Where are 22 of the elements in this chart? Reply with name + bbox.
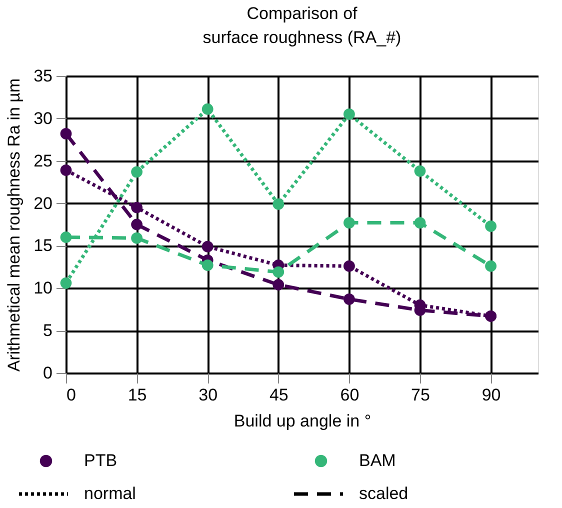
x-tick-label: 30 xyxy=(198,386,218,404)
y-tick-label: 0 xyxy=(43,364,52,382)
x-tick-label: 90 xyxy=(482,386,501,404)
x-tick-label: 0 xyxy=(66,386,76,404)
legend-label: PTB xyxy=(84,451,118,470)
x-tick-label: 75 xyxy=(411,386,430,404)
text: scaled xyxy=(359,484,408,503)
legend-label: BAM xyxy=(359,451,396,470)
y-axis-title: Arithmetical mean roughness Ra in µm xyxy=(4,78,24,372)
y-tick-label: 15 xyxy=(34,236,52,256)
x-tick-label: 60 xyxy=(340,386,360,404)
x-tick-label: 45 xyxy=(269,386,288,404)
y-tick-label: 20 xyxy=(34,194,52,213)
y-tick-label: 10 xyxy=(34,278,52,298)
y-tick-label: 30 xyxy=(34,108,52,128)
text: normal xyxy=(84,484,136,503)
y-tick-label: 25 xyxy=(34,151,52,170)
y-tick-label: 35 xyxy=(34,66,52,86)
x-axis-title: Build up angle in ° xyxy=(234,412,372,430)
x-tick-label: 15 xyxy=(128,386,147,404)
y-tick-label: 5 xyxy=(43,321,52,340)
chart-title: Comparison of surface roughness (RA_#) xyxy=(202,4,402,47)
